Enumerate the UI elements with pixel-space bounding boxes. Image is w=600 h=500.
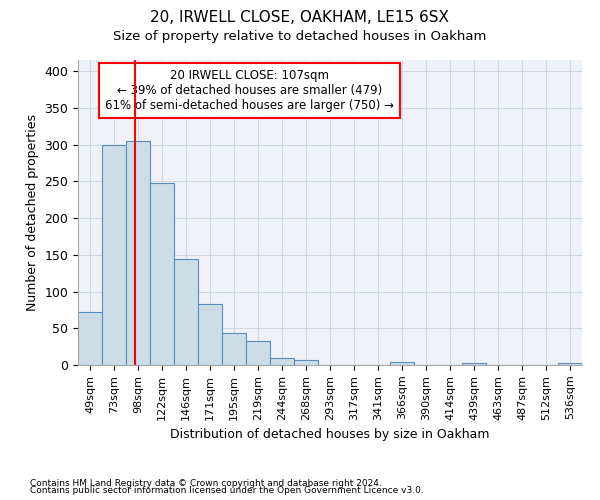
Bar: [78, 312, 102, 365]
Bar: [270, 358, 294, 365]
Text: 20, IRWELL CLOSE, OAKHAM, LE15 6SX: 20, IRWELL CLOSE, OAKHAM, LE15 6SX: [151, 10, 449, 25]
Bar: [462, 363, 486, 365]
X-axis label: Distribution of detached houses by size in Oakham: Distribution of detached houses by size …: [170, 428, 490, 441]
Text: Contains public sector information licensed under the Open Government Licence v3: Contains public sector information licen…: [30, 486, 424, 495]
Bar: [246, 342, 270, 365]
Bar: [102, 144, 126, 365]
Bar: [174, 259, 198, 365]
Y-axis label: Number of detached properties: Number of detached properties: [26, 114, 39, 311]
Bar: [558, 363, 582, 365]
Bar: [198, 304, 222, 365]
Bar: [222, 332, 246, 365]
Bar: [294, 360, 318, 365]
Bar: [126, 141, 150, 365]
Text: Size of property relative to detached houses in Oakham: Size of property relative to detached ho…: [113, 30, 487, 43]
Bar: [390, 362, 414, 365]
Text: 20 IRWELL CLOSE: 107sqm
← 39% of detached houses are smaller (479)
61% of semi-d: 20 IRWELL CLOSE: 107sqm ← 39% of detache…: [105, 69, 394, 112]
Bar: [150, 182, 174, 365]
Text: Contains HM Land Registry data © Crown copyright and database right 2024.: Contains HM Land Registry data © Crown c…: [30, 478, 382, 488]
